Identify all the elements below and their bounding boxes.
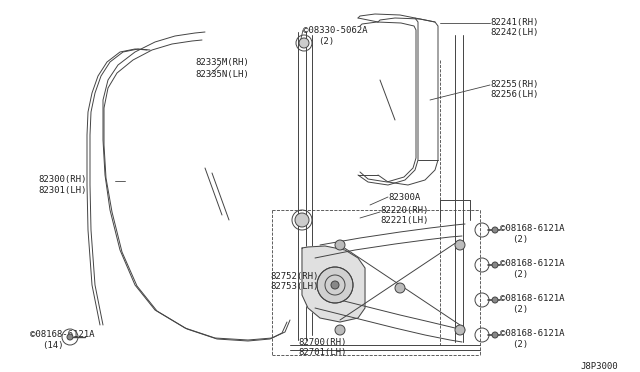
Circle shape — [295, 213, 309, 227]
Circle shape — [67, 334, 73, 340]
Text: 82221(LH): 82221(LH) — [380, 216, 428, 225]
Text: ©08168-6121A: ©08168-6121A — [500, 259, 564, 268]
Text: (2): (2) — [512, 270, 528, 279]
Text: (14): (14) — [42, 341, 63, 350]
Text: J8P3000: J8P3000 — [580, 362, 618, 371]
Circle shape — [492, 227, 498, 233]
Text: ©08330-5062A: ©08330-5062A — [303, 26, 367, 35]
Circle shape — [335, 325, 345, 335]
Polygon shape — [302, 246, 365, 322]
Circle shape — [455, 240, 465, 250]
Text: (2): (2) — [512, 340, 528, 349]
Circle shape — [492, 332, 498, 338]
Circle shape — [492, 297, 498, 303]
Text: 82242(LH): 82242(LH) — [490, 28, 538, 37]
Text: 82753(LH): 82753(LH) — [270, 282, 318, 291]
Circle shape — [455, 325, 465, 335]
Text: 82700(RH): 82700(RH) — [298, 338, 346, 347]
Circle shape — [317, 267, 353, 303]
Text: 82255(RH): 82255(RH) — [490, 80, 538, 89]
Text: ©08168-6121A: ©08168-6121A — [500, 224, 564, 233]
Text: (2): (2) — [318, 37, 334, 46]
Text: 82256(LH): 82256(LH) — [490, 90, 538, 99]
Text: (2): (2) — [512, 235, 528, 244]
Text: 82335N(LH): 82335N(LH) — [195, 70, 249, 79]
Text: ©08168-6121A: ©08168-6121A — [30, 330, 95, 339]
Text: 82301(LH): 82301(LH) — [38, 186, 86, 195]
Circle shape — [492, 262, 498, 268]
Circle shape — [331, 281, 339, 289]
Text: (2): (2) — [512, 305, 528, 314]
Text: 82701(LH): 82701(LH) — [298, 348, 346, 357]
Text: 82300A: 82300A — [388, 193, 420, 202]
Text: 82241(RH): 82241(RH) — [490, 18, 538, 27]
Text: 82220(RH): 82220(RH) — [380, 206, 428, 215]
Text: 82300(RH): 82300(RH) — [38, 175, 86, 184]
Text: ©08168-6121A: ©08168-6121A — [500, 294, 564, 303]
Circle shape — [335, 240, 345, 250]
Text: ©08168-6121A: ©08168-6121A — [500, 329, 564, 338]
Text: 82335M(RH): 82335M(RH) — [195, 58, 249, 67]
Circle shape — [299, 38, 309, 48]
Text: 82752(RH): 82752(RH) — [270, 272, 318, 281]
Circle shape — [395, 283, 405, 293]
